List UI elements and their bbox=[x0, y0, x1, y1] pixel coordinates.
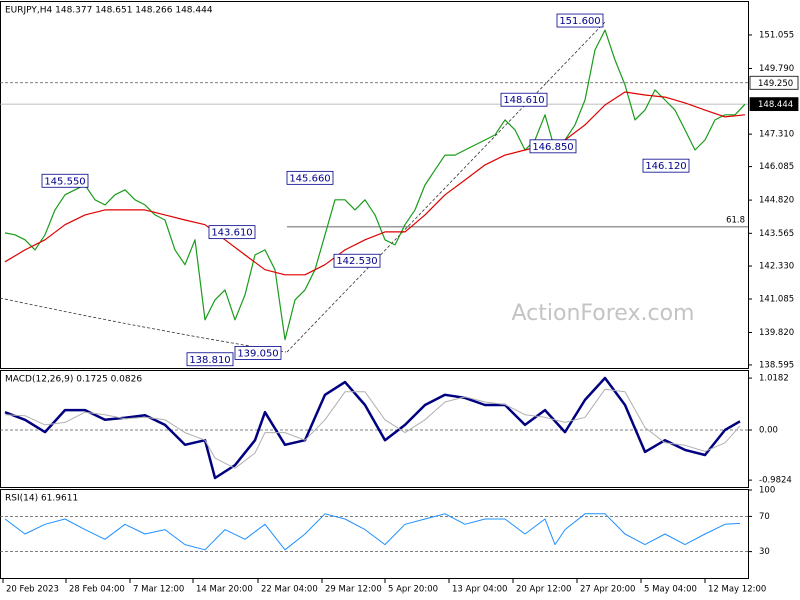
pane-title: RSI(14) 61.9611 bbox=[5, 494, 78, 504]
price-label: 142.530 bbox=[336, 256, 377, 267]
level-label: 148.444 bbox=[758, 100, 793, 110]
y-tick-label: 141.085 bbox=[759, 295, 794, 305]
x-tick-label: 20 Apr 12:00 bbox=[516, 585, 571, 595]
price-label-box bbox=[333, 253, 381, 268]
y-tick-label: 30 bbox=[759, 547, 770, 557]
series-line bbox=[4, 91, 746, 276]
price-label: 139.050 bbox=[237, 348, 278, 359]
x-tick-label: 13 Apr 04:00 bbox=[452, 585, 507, 595]
level-box bbox=[749, 75, 799, 90]
y-tick-label: 139.820 bbox=[759, 328, 794, 338]
macd-pane bbox=[0, 370, 749, 488]
price-label: 145.660 bbox=[289, 173, 330, 184]
x-tick-label: 12 May 12:00 bbox=[708, 585, 766, 595]
price-label-box bbox=[529, 139, 577, 154]
x-tick-label: 28 Feb 04:00 bbox=[69, 585, 125, 595]
price-label-box bbox=[556, 13, 604, 28]
series-line bbox=[4, 29, 746, 341]
price-label: 148.610 bbox=[503, 95, 544, 106]
price-label-box bbox=[286, 170, 334, 185]
y-tick-label: 151.055 bbox=[759, 30, 794, 40]
trend-line bbox=[286, 21, 606, 353]
y-tick-label: 146.085 bbox=[759, 162, 794, 172]
rsi-pane bbox=[0, 489, 749, 579]
price-label: 143.610 bbox=[211, 228, 252, 239]
level-label: 149.250 bbox=[758, 79, 793, 89]
y-tick-label: 0.00 bbox=[759, 426, 778, 436]
y-tick-label: 149.790 bbox=[759, 64, 794, 74]
pane-title: EURJPY,H4 148.377 148.651 148.266 148.44… bbox=[5, 6, 213, 16]
x-tick-label: 20 Feb 2023 bbox=[6, 585, 59, 595]
price-label: 146.850 bbox=[532, 142, 573, 153]
level-box bbox=[749, 97, 799, 112]
y-tick-label: 70 bbox=[759, 512, 770, 522]
x-tick-label: 29 Mar 12:00 bbox=[325, 585, 382, 595]
price-label: 146.120 bbox=[645, 161, 686, 172]
price-label: 145.550 bbox=[44, 176, 85, 187]
watermark: ActionForex.com bbox=[512, 301, 695, 326]
price-label-box bbox=[208, 225, 256, 240]
price-label: 151.600 bbox=[559, 16, 600, 27]
y-tick-label: 138.595 bbox=[759, 360, 794, 370]
price-label-box bbox=[234, 346, 282, 360]
x-tick-label: 7 Mar 12:00 bbox=[133, 585, 184, 595]
series-line bbox=[4, 388, 741, 469]
price-label-box bbox=[500, 92, 548, 107]
y-tick-label: 143.565 bbox=[759, 229, 794, 239]
series-line bbox=[4, 513, 741, 551]
fibo-label: 61.8 bbox=[726, 215, 745, 225]
price-label-box bbox=[186, 352, 234, 367]
x-tick-label: 27 Apr 20:00 bbox=[580, 585, 635, 595]
pane-title: MACD(12,26,9) 0.1725 0.0826 bbox=[5, 375, 142, 385]
x-tick-label: 5 May 04:00 bbox=[644, 585, 697, 595]
y-tick-label: 144.820 bbox=[759, 196, 794, 206]
x-tick-label: 5 Apr 20:00 bbox=[388, 585, 438, 595]
x-tick-label: 14 Mar 20:00 bbox=[196, 585, 253, 595]
price-label: 138.810 bbox=[189, 355, 230, 366]
x-tick-label: 22 Mar 04:00 bbox=[261, 585, 318, 595]
y-tick-label: 142.330 bbox=[759, 262, 794, 272]
series-line bbox=[4, 376, 741, 480]
y-tick-label: 100 bbox=[759, 486, 775, 496]
price-label-box bbox=[41, 173, 89, 188]
y-tick-label: -0.9824 bbox=[759, 476, 792, 486]
price-pane bbox=[0, 1, 749, 369]
y-tick-label: 1.0182 bbox=[759, 374, 789, 384]
y-tick-label: 147.310 bbox=[759, 130, 794, 140]
price-label-box bbox=[642, 158, 690, 173]
